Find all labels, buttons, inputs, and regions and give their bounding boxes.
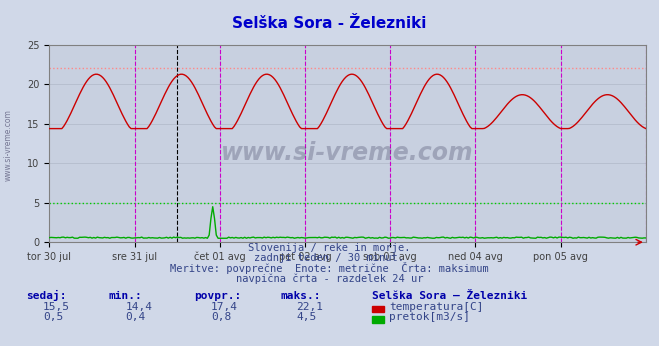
Text: pretok[m3/s]: pretok[m3/s]: [389, 312, 470, 322]
Text: 0,5: 0,5: [43, 312, 63, 322]
Text: Selška Sora - Železniki: Selška Sora - Železniki: [233, 16, 426, 30]
Text: 14,4: 14,4: [125, 302, 152, 312]
Text: 0,4: 0,4: [125, 312, 146, 322]
Text: www.si-vreme.com: www.si-vreme.com: [221, 142, 474, 165]
Text: min.:: min.:: [109, 291, 142, 301]
Text: zadnji teden / 30 minut.: zadnji teden / 30 minut.: [254, 253, 405, 263]
Text: 15,5: 15,5: [43, 302, 70, 312]
Text: 4,5: 4,5: [297, 312, 317, 322]
Text: navpična črta - razdelek 24 ur: navpična črta - razdelek 24 ur: [236, 273, 423, 284]
Text: 22,1: 22,1: [297, 302, 324, 312]
Text: 17,4: 17,4: [211, 302, 238, 312]
Text: temperatura[C]: temperatura[C]: [389, 302, 483, 312]
Text: Slovenija / reke in morje.: Slovenija / reke in morje.: [248, 243, 411, 253]
Text: www.si-vreme.com: www.si-vreme.com: [3, 109, 13, 181]
Text: 0,8: 0,8: [211, 312, 231, 322]
Text: sedaj:: sedaj:: [26, 290, 67, 301]
Bar: [372, 316, 384, 323]
Bar: [372, 306, 384, 312]
Text: Selška Sora – Železniki: Selška Sora – Železniki: [372, 291, 528, 301]
Text: maks.:: maks.:: [280, 291, 320, 301]
Text: povpr.:: povpr.:: [194, 291, 242, 301]
Text: Meritve: povprečne  Enote: metrične  Črta: maksimum: Meritve: povprečne Enote: metrične Črta:…: [170, 262, 489, 274]
